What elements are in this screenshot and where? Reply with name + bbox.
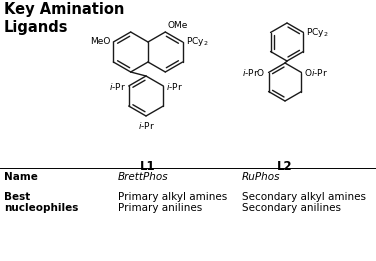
Text: Secondary alkyl amines: Secondary alkyl amines <box>242 192 366 202</box>
Text: Key Amination
Ligands: Key Amination Ligands <box>4 2 124 35</box>
Text: $i$-Pr: $i$-Pr <box>166 80 183 92</box>
Text: MeO: MeO <box>90 38 111 46</box>
Text: OMe: OMe <box>167 21 188 30</box>
Text: BrettPhos: BrettPhos <box>118 172 168 182</box>
Text: L2: L2 <box>277 160 293 173</box>
Text: RuPhos: RuPhos <box>242 172 280 182</box>
Text: Primary alkyl amines: Primary alkyl amines <box>118 192 227 202</box>
Text: Secondary anilines: Secondary anilines <box>242 203 341 213</box>
Text: PCy$_2$: PCy$_2$ <box>306 26 329 39</box>
Text: Primary anilines: Primary anilines <box>118 203 202 213</box>
Text: $i$-Pr: $i$-Pr <box>109 80 126 92</box>
Text: nucleophiles: nucleophiles <box>4 203 78 213</box>
Text: PCy$_2$: PCy$_2$ <box>186 35 208 49</box>
Text: Name: Name <box>4 172 38 182</box>
Text: L1: L1 <box>140 160 156 173</box>
Text: $i$-PrO: $i$-PrO <box>242 67 265 78</box>
Text: Best: Best <box>4 192 30 202</box>
Text: $i$-Pr: $i$-Pr <box>138 120 155 131</box>
Text: O$i$-Pr: O$i$-Pr <box>305 67 329 78</box>
